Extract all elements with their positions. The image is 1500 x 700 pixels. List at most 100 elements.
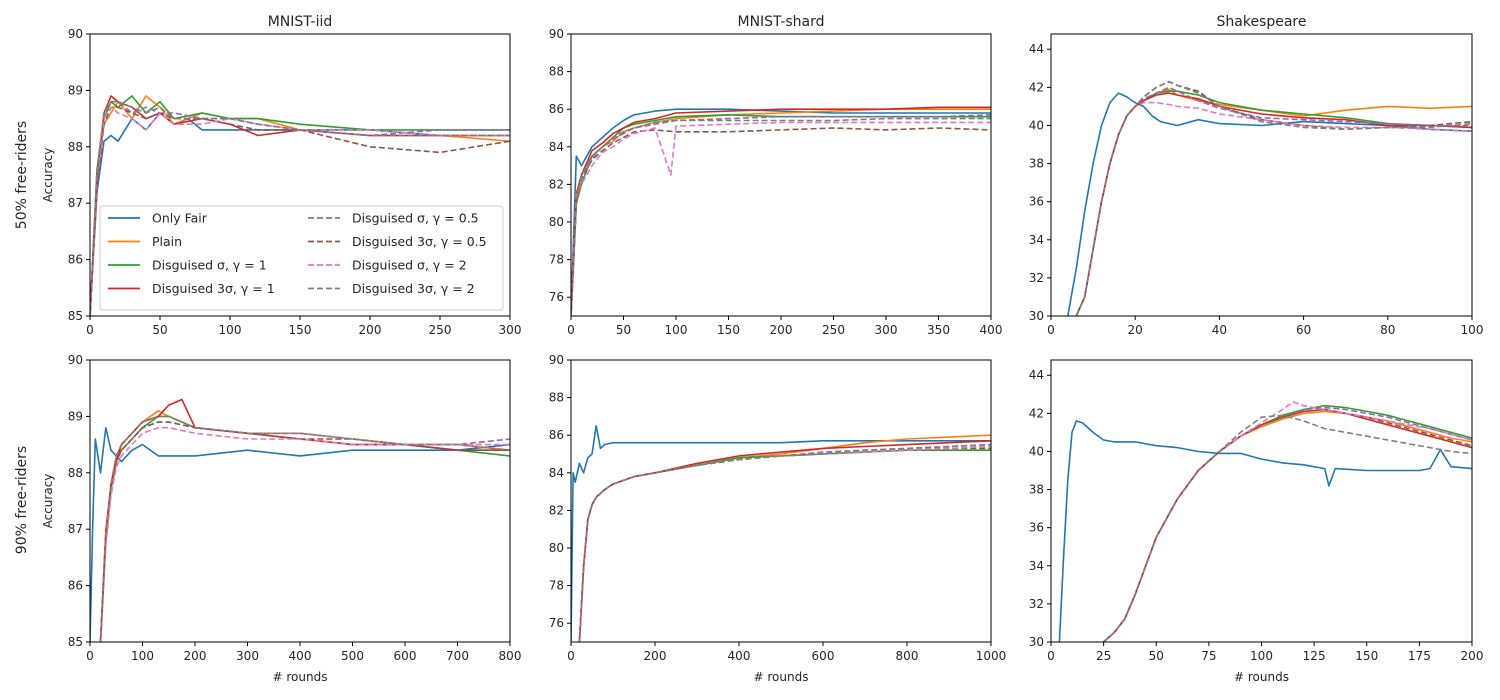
y-tick-label: 90 — [68, 27, 83, 41]
series-line-disguised-1 — [571, 114, 991, 316]
y-tick-label: 34 — [1029, 233, 1044, 247]
x-tick-label: 200 — [644, 649, 667, 663]
x-tick-label: 300 — [875, 323, 898, 337]
series-line-only-fair — [571, 425, 991, 642]
x-tick-label: 0 — [86, 649, 94, 663]
y-tick-label: 40 — [1029, 444, 1044, 458]
series-line-plain — [578, 434, 991, 642]
x-tick-label: 200 — [184, 649, 207, 663]
series-line-disguised-3-0-5 — [578, 447, 991, 642]
panel-shakespeare-90: 0 25 50 75 100 125 150 175 200 30 32 34 36 38 40 42 44 # … — [1029, 359, 1484, 684]
x-tick-label: 300 — [236, 649, 259, 663]
y-tick-label: 76 — [549, 290, 564, 304]
series-line-disguised-2 — [90, 106, 510, 316]
panel-mnist-shard-50: 0 50 100 150 200 250 300 350 400 76 78 80 82 84 86 88 90… — [549, 14, 1003, 337]
series-line-disguised-3-0-5 — [1103, 408, 1472, 642]
series-line-disguised-3-1 — [571, 106, 991, 316]
x-tick-label: 250 — [822, 323, 845, 337]
series-line-disguised-0-5 — [1103, 406, 1472, 642]
legend-label: Disguised 3σ, γ = 1 — [152, 281, 275, 296]
x-tick-label: 175 — [1408, 649, 1431, 663]
x-tick-label: 600 — [394, 649, 417, 663]
x-tick-label: 800 — [499, 649, 522, 663]
x-tick-label: 800 — [896, 649, 919, 663]
series-line-disguised-3-1 — [1103, 408, 1472, 642]
y-tick-label: 80 — [549, 541, 564, 555]
series-line-disguised-3-1 — [578, 440, 991, 642]
y-tick-label: 88 — [68, 140, 83, 154]
series-line-disguised-3-0-5 — [571, 127, 991, 316]
series-line-disguised-3-0-5 — [90, 106, 510, 316]
y-tick-label: 84 — [549, 466, 564, 480]
panel-shakespeare-50: 0 20 40 60 80 100 30 32 34 36 38 40 42 44 Shakespeare — [1029, 14, 1484, 337]
legend-label: Disguised σ, γ = 2 — [352, 258, 467, 273]
x-tick-label: 200 — [359, 323, 382, 337]
panel-mnist-iid-90: 0 100 200 300 400 500 600 700 800 85 86 87 88 89 90 # r… — [41, 353, 522, 684]
x-tick-label: 80 — [1380, 323, 1395, 337]
series-line-only-fair — [1058, 420, 1472, 642]
y-tick-label: 82 — [549, 177, 564, 191]
y-tick-label: 34 — [1029, 559, 1044, 573]
y-tick-label: 30 — [1029, 309, 1044, 323]
series-line-disguised-0-5 — [571, 114, 991, 316]
y-tick-label: 76 — [549, 616, 564, 630]
x-tick-label: 1000 — [976, 649, 1007, 663]
y-axis-label: Accuracy — [41, 474, 55, 529]
y-tick-label: 36 — [1029, 521, 1044, 535]
y-tick-label: 38 — [1029, 157, 1044, 171]
x-tick-label: 100 — [219, 323, 242, 337]
series-line-disguised-3-2 — [1103, 414, 1472, 642]
panel-title: Shakespeare — [1217, 14, 1307, 30]
y-tick-label: 84 — [549, 140, 564, 154]
y-tick-label: 82 — [549, 503, 564, 517]
x-tick-label: 150 — [289, 323, 312, 337]
series-line-disguised-3-1 — [1075, 92, 1472, 316]
x-tick-label: 100 — [1250, 649, 1273, 663]
y-tick-label: 36 — [1029, 195, 1044, 209]
y-tick-label: 85 — [68, 309, 83, 323]
y-tick-label: 90 — [549, 353, 564, 367]
x-tick-label: 100 — [131, 649, 154, 663]
y-tick-label: 32 — [1029, 597, 1044, 611]
y-tick-label: 88 — [549, 391, 564, 405]
x-tick-label: 0 — [1047, 323, 1055, 337]
series-line-disguised-3-2 — [99, 415, 510, 642]
x-tick-label: 75 — [1201, 649, 1216, 663]
x-tick-label: 250 — [429, 323, 452, 337]
series-group — [90, 398, 510, 642]
y-tick-label: 86 — [68, 579, 83, 593]
y-tick-label: 44 — [1029, 42, 1044, 56]
axes-frame — [570, 33, 992, 317]
y-tick-label: 78 — [549, 253, 564, 267]
series-line-disguised-0-5 — [1075, 86, 1472, 316]
series-line-disguised-3-0-5 — [99, 421, 510, 642]
series-group — [1058, 401, 1472, 642]
series-line-plain — [571, 108, 991, 316]
x-tick-label: 150 — [717, 323, 740, 337]
axes-frame — [570, 359, 992, 643]
y-tick-label: 32 — [1029, 271, 1044, 285]
x-tick-label: 0 — [1047, 649, 1055, 663]
legend-box — [99, 205, 504, 311]
y-tick-label: 80 — [549, 215, 564, 229]
y-tick-label: 90 — [68, 353, 83, 367]
legend-label: Disguised 3σ, γ = 2 — [352, 281, 475, 296]
x-tick-label: 200 — [1461, 649, 1484, 663]
axes-frame — [89, 359, 511, 643]
series-group — [571, 106, 991, 316]
x-tick-label: 125 — [1303, 649, 1326, 663]
series-line-disguised-3-2 — [90, 100, 510, 316]
x-tick-label: 0 — [567, 323, 575, 337]
y-tick-label: 30 — [1029, 635, 1044, 649]
x-tick-label: 60 — [1296, 323, 1311, 337]
y-tick-label: 38 — [1029, 483, 1044, 497]
x-tick-label: 100 — [1461, 323, 1484, 337]
x-axis-label: # rounds — [754, 670, 809, 684]
y-tick-label: 44 — [1029, 368, 1044, 382]
legend: Only Fair Plain Disguised σ, γ = 1 Disguise… — [99, 205, 504, 311]
x-tick-label: 400 — [728, 649, 751, 663]
x-tick-label: 300 — [499, 323, 522, 337]
series-line-only-fair — [90, 426, 510, 642]
x-tick-label: 150 — [1355, 649, 1378, 663]
